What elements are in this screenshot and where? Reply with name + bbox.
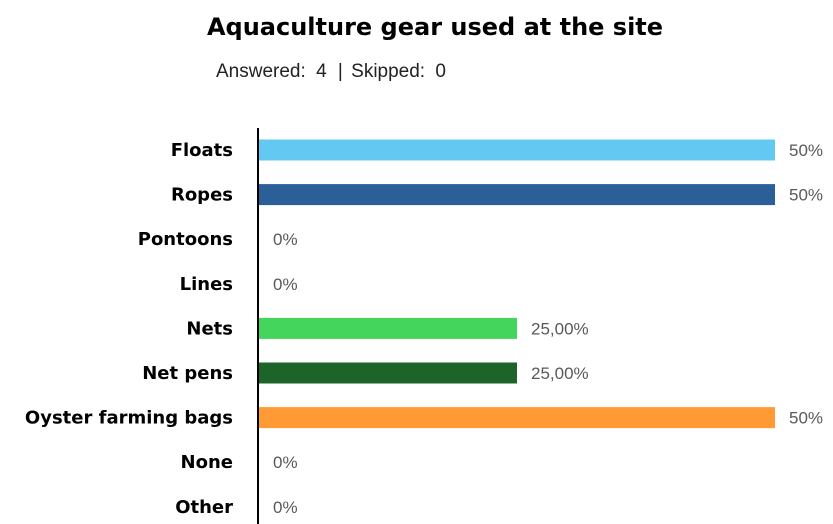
category-label: Net pens	[142, 363, 233, 384]
skipped-label: Skipped:	[351, 61, 425, 82]
category-label: Pontoons	[138, 229, 233, 250]
bars-group: Floats 50% Ropes 50% Pontoons 0% Lines 0% Nets 25…	[25, 139, 823, 518]
bar	[259, 362, 517, 384]
bar	[259, 317, 517, 339]
chart-subtitle: Answered: 4 | Skipped: 0	[216, 61, 446, 82]
category-label: Floats	[171, 140, 233, 161]
value-label: 50%	[789, 409, 823, 428]
category-label: Nets	[186, 318, 233, 339]
category-label: Ropes	[171, 185, 233, 206]
category-label: Other	[175, 497, 233, 518]
value-label: 0%	[273, 453, 298, 472]
skipped-count: 0	[435, 61, 446, 82]
category-label: None	[181, 452, 233, 473]
value-label: 50%	[789, 141, 823, 160]
bar	[259, 184, 775, 206]
value-label: 0%	[273, 275, 298, 294]
bar	[259, 407, 775, 429]
bar	[259, 139, 775, 161]
value-label: 0%	[273, 230, 298, 249]
value-label: 0%	[273, 498, 298, 517]
category-label: Lines	[180, 274, 233, 295]
answered-count: 4	[316, 61, 327, 82]
value-label: 50%	[789, 186, 823, 205]
value-label: 25,00%	[531, 364, 589, 383]
chart-title: Aquaculture gear used at the site	[207, 13, 663, 41]
answered-label: Answered:	[216, 61, 306, 82]
category-label: Oyster farming bags	[25, 408, 233, 429]
subtitle-separator: |	[338, 61, 343, 82]
value-label: 25,00%	[531, 319, 589, 338]
